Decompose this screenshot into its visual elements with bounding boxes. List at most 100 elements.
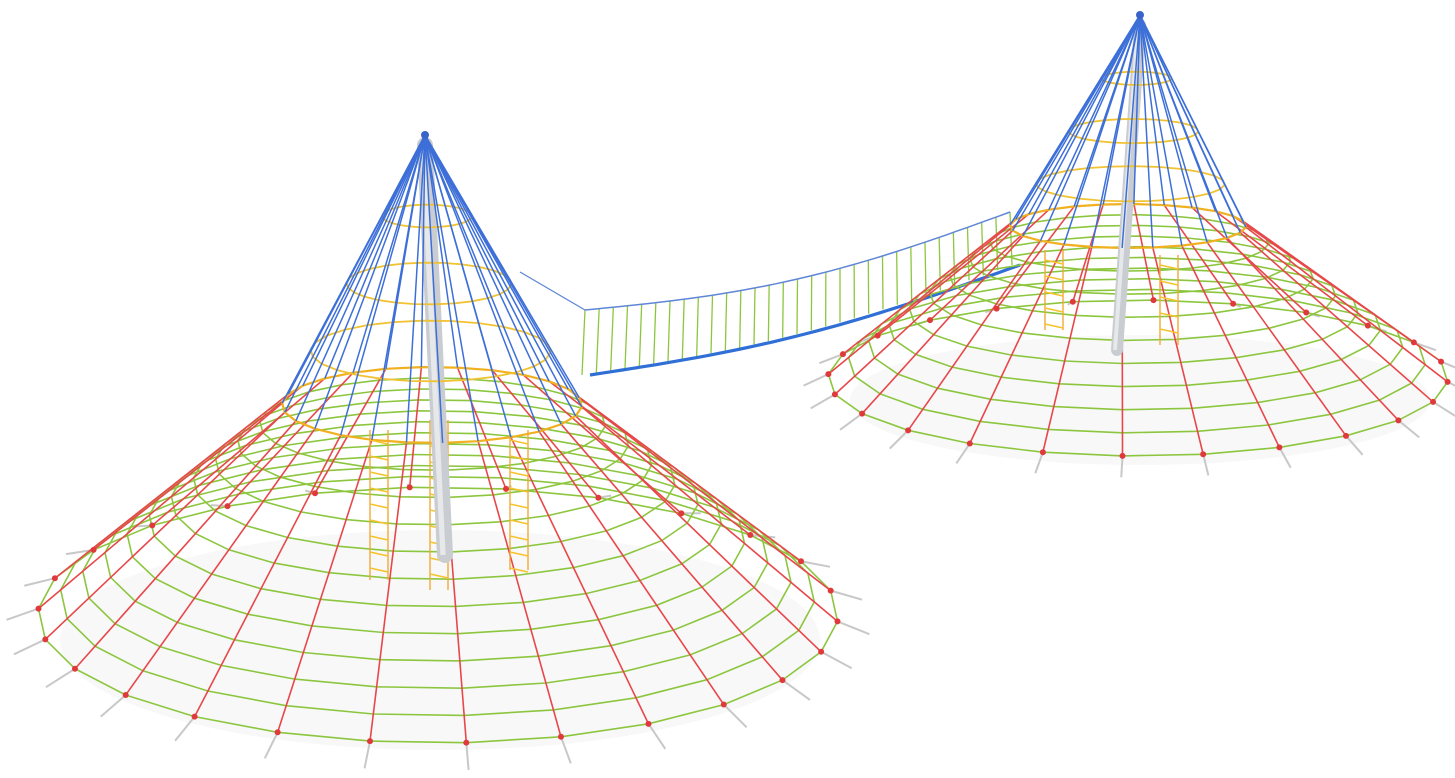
anchor-leg <box>1345 435 1364 456</box>
ladder-rung <box>1159 312 1179 318</box>
cone-rope <box>1133 14 1141 205</box>
ladder-rung <box>369 551 389 557</box>
anchor-leg <box>1397 419 1420 439</box>
ladder-rung <box>1044 307 1064 313</box>
radial-rope <box>560 423 784 681</box>
net-pyramid <box>6 131 870 771</box>
radial-rope <box>834 230 1014 395</box>
anchor-leg <box>839 412 863 431</box>
radial-rope <box>538 431 725 706</box>
cone-rope <box>1028 14 1141 215</box>
anchor-knot <box>274 729 281 736</box>
cone-rope <box>1139 14 1217 212</box>
anchor-knot <box>993 305 1000 312</box>
radial-rope <box>1072 204 1104 302</box>
ladder-rung <box>509 455 529 461</box>
anchor-knot <box>720 701 727 708</box>
ladder-rung <box>429 573 449 579</box>
anchor-leg <box>13 638 46 656</box>
bridge-hanger <box>724 292 728 351</box>
radial-rope <box>74 420 297 670</box>
ladder-rung <box>509 519 529 525</box>
anchor-leg <box>647 723 667 750</box>
anchor-knot <box>818 648 825 655</box>
cone-rope <box>424 134 540 432</box>
bridge-hanger <box>981 222 984 276</box>
anchor-knot <box>35 605 42 612</box>
ladder-rung <box>369 487 389 493</box>
cone-rope <box>405 134 426 443</box>
bridge-hanger <box>924 242 927 296</box>
anchor-leg <box>1413 341 1437 352</box>
ladder-rung <box>1044 259 1064 265</box>
apex-cap <box>1136 11 1144 19</box>
cone-rope <box>385 134 426 369</box>
anchor-leg <box>800 560 831 568</box>
anchor-leg <box>1278 446 1292 469</box>
anchor-leg <box>781 679 811 701</box>
anchor-leg <box>810 393 836 410</box>
anchor-knot <box>747 532 754 539</box>
anchor-leg <box>803 373 829 387</box>
cone-rope <box>424 134 493 371</box>
anchor-knot <box>798 558 805 565</box>
radial-rope <box>969 244 1065 444</box>
anchor-leg <box>6 607 39 621</box>
anchor-knot <box>406 484 413 491</box>
radial-rope <box>151 377 326 527</box>
anchor-knot <box>1303 309 1310 316</box>
anchor-knot <box>90 546 97 553</box>
ground-shadow <box>60 530 820 750</box>
cone-rope <box>284 134 426 413</box>
ladder-rung <box>509 487 529 493</box>
cone-rope <box>424 134 444 443</box>
cone-rope <box>1015 14 1141 220</box>
ladder-rung <box>369 503 389 509</box>
cone-rope <box>1139 14 1245 222</box>
ladder-rung <box>369 439 389 445</box>
anchor-leg <box>889 429 909 450</box>
anchor-knot <box>1364 322 1371 329</box>
cone-rope <box>324 134 426 379</box>
anchor-knot <box>1150 297 1157 304</box>
cone-rope <box>1039 14 1141 242</box>
cone-rope <box>1121 14 1141 249</box>
radial-rope <box>314 368 387 494</box>
net-pyramid <box>803 11 1455 478</box>
anchor-knot <box>966 440 973 447</box>
anchor-leg <box>1034 451 1044 474</box>
cone-rope <box>424 134 562 425</box>
ground-shadow <box>850 335 1430 465</box>
bridge-hanger <box>667 300 671 362</box>
bridge-hanger <box>581 309 586 376</box>
anchor-knot <box>312 490 319 497</box>
bridge-hanger <box>782 282 784 338</box>
bridge-hanger <box>638 304 643 367</box>
apex-cap <box>421 131 429 139</box>
ladder-rung <box>509 567 529 573</box>
ladder-rung <box>1044 275 1064 281</box>
radial-rope <box>575 415 822 653</box>
anchor-knot <box>1276 444 1283 451</box>
anchor-knot <box>1444 378 1451 385</box>
radial-rope <box>408 367 423 488</box>
anchor-leg <box>1432 401 1455 417</box>
pole-highlight <box>420 144 446 556</box>
anchor-leg <box>1440 360 1455 369</box>
anchor-knot <box>463 739 470 746</box>
anchor-leg <box>1120 455 1124 478</box>
cone-rope <box>424 134 580 399</box>
anchor-leg <box>465 742 470 771</box>
anchor-leg <box>24 577 56 587</box>
ladder-rung <box>1159 328 1179 334</box>
radial-rope <box>1215 210 1369 327</box>
anchor-knot <box>1119 452 1126 459</box>
cone-rope <box>1139 14 1234 217</box>
anchor-leg <box>723 703 748 729</box>
ladder-rung <box>369 567 389 573</box>
radial-rope <box>548 380 751 536</box>
anchor-leg <box>263 731 279 759</box>
radial-rope <box>1163 204 1234 305</box>
anchor-knot <box>1410 339 1417 346</box>
